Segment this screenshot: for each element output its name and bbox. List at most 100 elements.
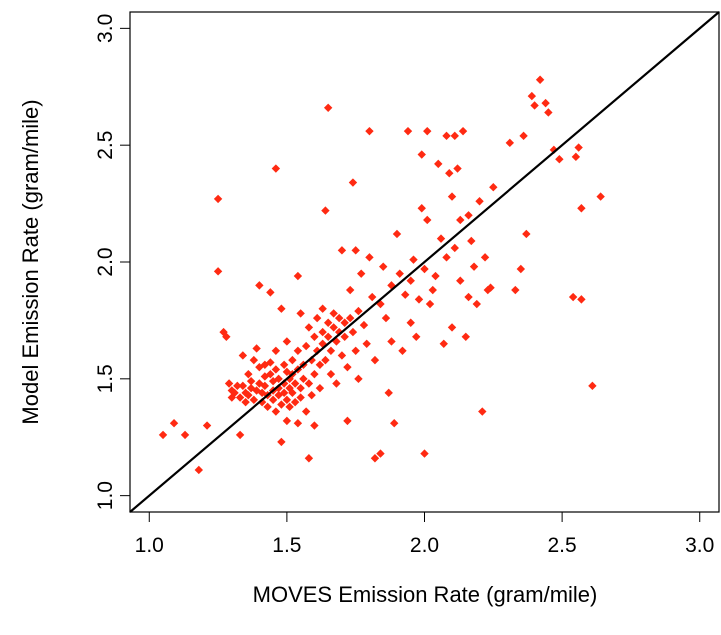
data-point (467, 236, 476, 246)
data-point (469, 262, 479, 271)
x-axis: 1.0 1.5 2.0 2.5 3.0 (135, 511, 714, 557)
data-point (420, 449, 429, 458)
data-point (461, 332, 470, 341)
data-point (423, 126, 432, 136)
data-point (271, 365, 281, 374)
data-point (370, 454, 380, 463)
data-point (453, 164, 462, 173)
data-point (464, 292, 473, 302)
data-point (417, 204, 426, 213)
data-point (403, 126, 413, 136)
data-point (321, 355, 330, 365)
data-point (263, 402, 272, 412)
data-point (351, 246, 360, 255)
data-point (379, 262, 388, 271)
data-point (271, 164, 281, 173)
data-point (343, 362, 352, 372)
data-point (450, 243, 459, 253)
data-point (235, 393, 245, 402)
data-point (398, 346, 407, 355)
data-point (511, 285, 520, 295)
data-point (312, 346, 322, 355)
data-point (527, 91, 537, 101)
y-axis: 1.0 1.5 2.0 2.5 3.0 (94, 14, 131, 510)
data-point (307, 390, 316, 400)
data-point (290, 397, 300, 407)
data-point (266, 358, 275, 367)
data-point (274, 383, 283, 393)
data-point (241, 397, 250, 407)
data-point (296, 309, 305, 318)
data-point (445, 169, 454, 178)
data-point (337, 246, 347, 255)
data-point (310, 332, 319, 341)
data-point (417, 150, 426, 159)
data-point (293, 271, 303, 281)
y-tick-label: 3.0 (94, 14, 117, 43)
data-point (332, 379, 341, 388)
data-point (222, 332, 231, 341)
data-point (202, 421, 212, 430)
data-point (334, 327, 344, 337)
data-point (271, 346, 281, 355)
data-point (260, 381, 270, 391)
data-point (489, 183, 498, 192)
data-point (329, 323, 338, 332)
data-point (571, 152, 581, 162)
data-point (456, 215, 465, 225)
data-point (530, 101, 539, 110)
data-point (464, 211, 473, 220)
data-point (249, 395, 259, 405)
data-point (318, 327, 327, 337)
data-point (365, 253, 374, 262)
data-point (428, 285, 437, 295)
data-point (362, 339, 371, 348)
y-tick-label: 1.5 (94, 364, 117, 393)
data-point (549, 145, 559, 155)
y-tick-label: 2.5 (94, 131, 117, 160)
data-point (299, 374, 308, 384)
data-point (354, 374, 363, 384)
data-point (213, 267, 223, 276)
x-tick-label: 2.5 (548, 534, 577, 557)
data-point (356, 269, 366, 278)
data-point (395, 269, 404, 278)
data-point (442, 253, 451, 262)
data-point (158, 430, 168, 440)
data-point (436, 234, 446, 243)
data-point (301, 407, 311, 416)
data-point (381, 313, 391, 323)
data-point (279, 388, 289, 398)
data-point (345, 285, 355, 295)
data-point (365, 126, 374, 136)
data-point (351, 346, 360, 355)
data-point (293, 346, 303, 355)
data-point (312, 313, 322, 323)
data-point (282, 337, 292, 346)
data-point (288, 355, 297, 365)
data-point (279, 379, 289, 388)
data-point (519, 131, 528, 141)
data-point (458, 126, 468, 136)
data-point (535, 75, 545, 84)
data-point (180, 430, 190, 440)
data-point (277, 304, 286, 313)
data-point (376, 449, 385, 458)
data-point (412, 332, 421, 341)
data-point (486, 283, 495, 292)
data-point (348, 178, 358, 187)
data-point (230, 388, 239, 398)
data-point (285, 402, 294, 412)
data-point (244, 369, 253, 379)
data-point (414, 295, 424, 304)
y-tick-label: 1.0 (94, 481, 117, 510)
data-point (321, 206, 330, 215)
data-point (354, 306, 363, 316)
x-tick-label: 2.0 (410, 534, 439, 557)
data-point (522, 229, 531, 239)
data-point (425, 299, 435, 309)
data-point (384, 388, 393, 398)
x-axis-label: MOVES Emission Rate (gram/mile) (253, 582, 598, 607)
data-point (296, 393, 305, 402)
data-point (478, 407, 487, 416)
